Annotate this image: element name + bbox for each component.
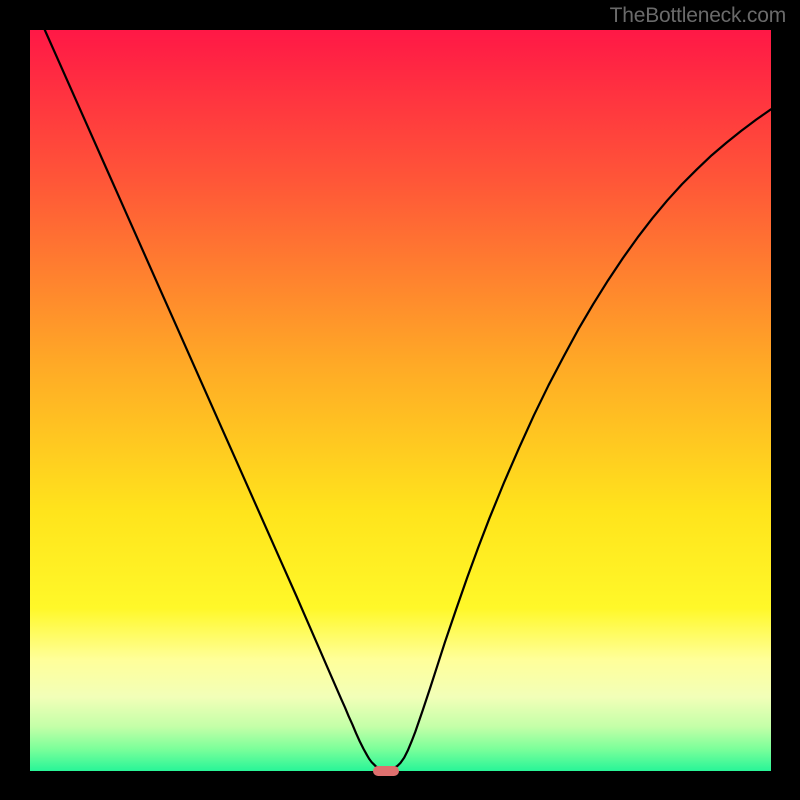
chart-background [30, 30, 771, 771]
bottleneck-chart [30, 30, 771, 771]
chart-svg [30, 30, 771, 771]
bottleneck-marker [373, 766, 399, 776]
watermark-text: TheBottleneck.com [610, 4, 786, 28]
